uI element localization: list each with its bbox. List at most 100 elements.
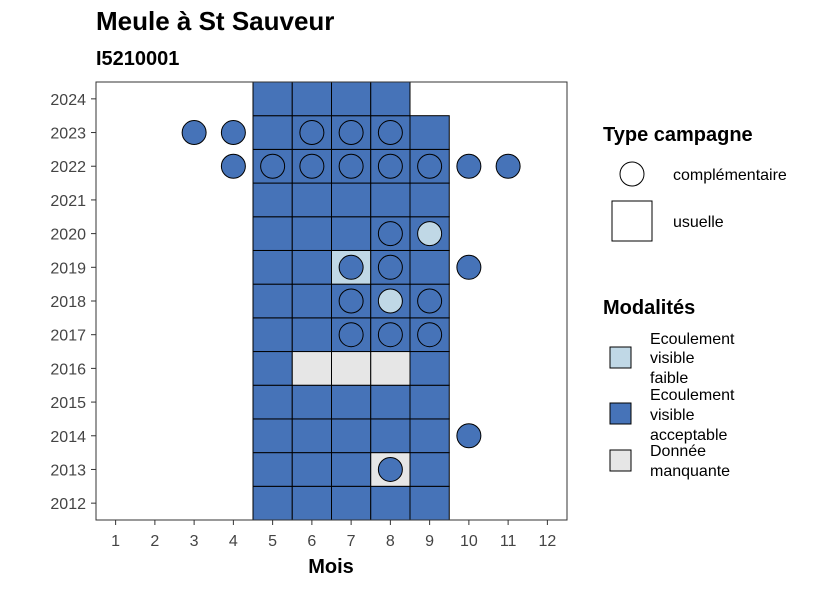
legend-type-campagne-title: Type campagne [603,124,753,146]
point-2019-8 [377,254,403,280]
y-tick-label-2013: 2013 [50,462,86,479]
point-2022-11 [495,153,521,179]
tile-2012-7 [331,485,372,521]
tile-2024-7 [331,81,372,117]
point-2023-8 [377,120,403,146]
tile-2017-5 [252,317,293,353]
tile-2013-7 [331,452,372,487]
tile-2024-6 [291,81,332,117]
tile-2019-6 [291,249,332,285]
tile-2018-5 [252,283,293,319]
legend-type-campagne: Type campagne complémentaire usuelle [603,124,787,242]
tile-2021-7 [331,182,372,218]
complementaire-points [181,120,521,482]
tile-2012-6 [291,485,332,521]
point-2019-10 [456,254,482,280]
x-tick-label-11: 11 [500,533,517,550]
point-2018-7 [338,288,364,314]
point-2022-9 [417,153,443,179]
point-2014-10 [456,423,482,449]
tile-2014-8 [370,418,411,454]
tile-2020-5 [252,216,293,251]
tile-2014-6 [291,418,332,454]
legend-usuelle-label: usuelle [673,214,724,231]
y-tick-label-2016: 2016 [50,361,86,378]
x-tick-label-6: 6 [307,533,316,550]
tile-2024-5 [252,81,293,117]
legend-complementaire-key [619,161,645,187]
tile-2012-8 [370,485,411,521]
x-tick-label-8: 8 [386,533,395,550]
point-2022-6 [299,153,325,179]
tile-2016-5 [252,351,293,386]
tile-2021-5 [252,182,293,218]
legend-manquante-label: Donnée manquante [650,443,730,480]
y-tick-label-2024: 2024 [50,92,86,109]
x-tick-label-3: 3 [190,533,199,550]
legend-complementaire-label: complémentaire [673,167,787,184]
point-2019-7 [338,254,364,280]
tile-2021-9 [409,182,450,218]
x-tick-label-9: 9 [425,533,434,550]
point-2020-9 [417,221,443,247]
point-2022-4 [220,153,246,179]
tile-2023-5 [252,115,293,150]
x-tick-label-5: 5 [268,533,277,550]
tile-2013-6 [291,452,332,487]
tile-2018-6 [291,283,332,319]
tile-2019-5 [252,249,293,285]
y-axis: 2012 2013 2014 2015 2016 2017 2018 2019 2020 2021… [50,92,96,513]
tile-2014-9 [409,418,450,454]
tile-2015-6 [291,384,332,420]
tile-2013-5 [252,452,293,487]
tile-2021-6 [291,182,332,218]
tile-2012-5 [252,485,293,521]
legend-faible-label: Ecoulement visible faible [650,331,739,387]
point-2020-8 [377,221,403,247]
legend-faible-key [609,346,632,369]
point-2022-10 [456,153,482,179]
legend-modalites-title: Modalités [603,297,695,319]
point-2018-8 [377,288,403,314]
x-tick-label-4: 4 [229,533,238,550]
tile-2015-7 [331,384,372,420]
tile-2021-8 [370,182,411,218]
tile-2014-5 [252,418,293,454]
legend-modalites: Modalités Ecoulement visible faible Ecou… [603,297,739,480]
point-2022-7 [338,153,364,179]
tile-2017-6 [291,317,332,353]
point-2017-7 [338,322,364,348]
tile-2013-9 [409,452,450,487]
chart-title: Meule à St Sauveur [96,6,334,36]
y-tick-label-2018: 2018 [50,294,86,311]
tile-2016-9 [409,351,450,386]
point-2017-9 [417,322,443,348]
legend-manquante-key [609,449,632,472]
tile-2023-9 [409,115,450,150]
x-tick-label-1: 1 [111,533,120,550]
x-axis: 1 2 3 4 5 6 7 8 9 10 11 12 [111,520,556,550]
point-2018-9 [417,288,443,314]
x-tick-label-12: 12 [538,533,556,550]
y-tick-label-2023: 2023 [50,126,86,143]
point-2017-8 [377,322,403,348]
tile-2014-7 [331,418,372,454]
y-tick-label-2021: 2021 [50,193,86,210]
point-2023-4 [220,120,246,146]
tile-2020-6 [291,216,332,251]
x-tick-label-2: 2 [150,533,159,550]
tile-2015-5 [252,384,293,420]
tile-2016-7 [331,351,372,386]
legend-acceptable-label: Ecoulement visible acceptable [650,387,739,444]
y-tick-label-2015: 2015 [50,395,86,412]
legend-usuelle-key [611,200,653,242]
legend-acceptable-key [609,402,632,425]
point-2023-6 [299,120,325,146]
tile-2015-8 [370,384,411,420]
x-axis-title: Mois [308,556,354,578]
tile-2012-9 [409,485,450,521]
tile-2016-8 [370,351,411,386]
tile-2016-6 [291,351,332,386]
tile-2024-8 [370,81,411,117]
